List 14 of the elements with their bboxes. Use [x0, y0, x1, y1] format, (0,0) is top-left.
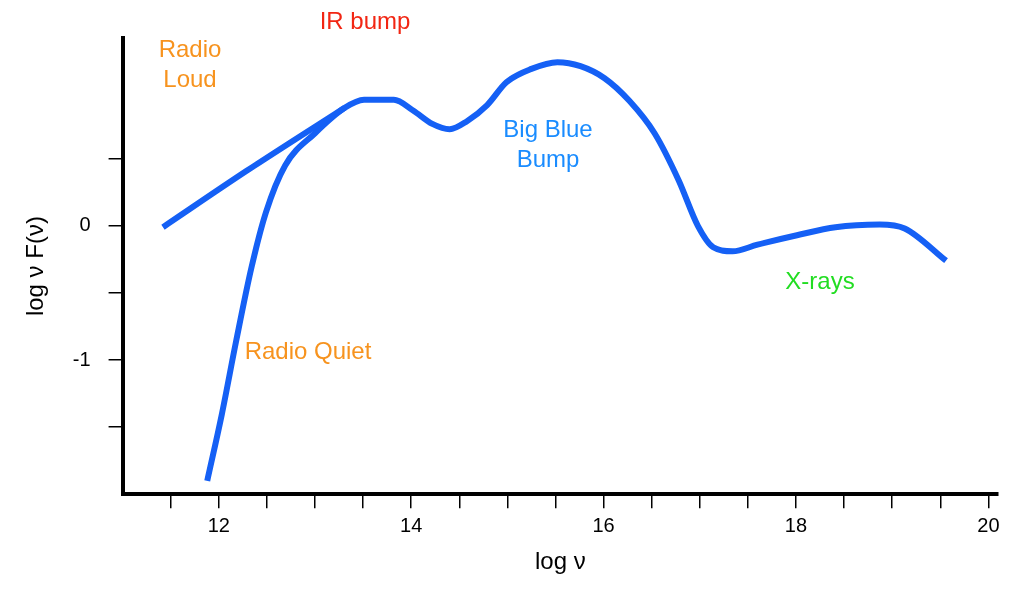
- x-tick-label: 18: [784, 513, 808, 536]
- annotation: Big Blue Bump: [503, 114, 593, 172]
- x-tick-label: 20: [977, 513, 1000, 536]
- x-tick-label: 14: [400, 513, 423, 536]
- y-tick-label: -1: [72, 347, 91, 370]
- y-tick-label: 0: [79, 213, 91, 236]
- annotation: Radio Quiet: [244, 336, 372, 364]
- x-tick-label: 16: [592, 513, 615, 536]
- annotation: X-rays: [785, 266, 855, 294]
- annotation: Radio Loud: [158, 34, 222, 92]
- y-axis-title: log ν F(ν): [21, 216, 49, 317]
- x-tick-label: 12: [207, 513, 230, 536]
- x-axis-title: log ν: [534, 547, 586, 575]
- text: IR bump: [319, 6, 411, 34]
